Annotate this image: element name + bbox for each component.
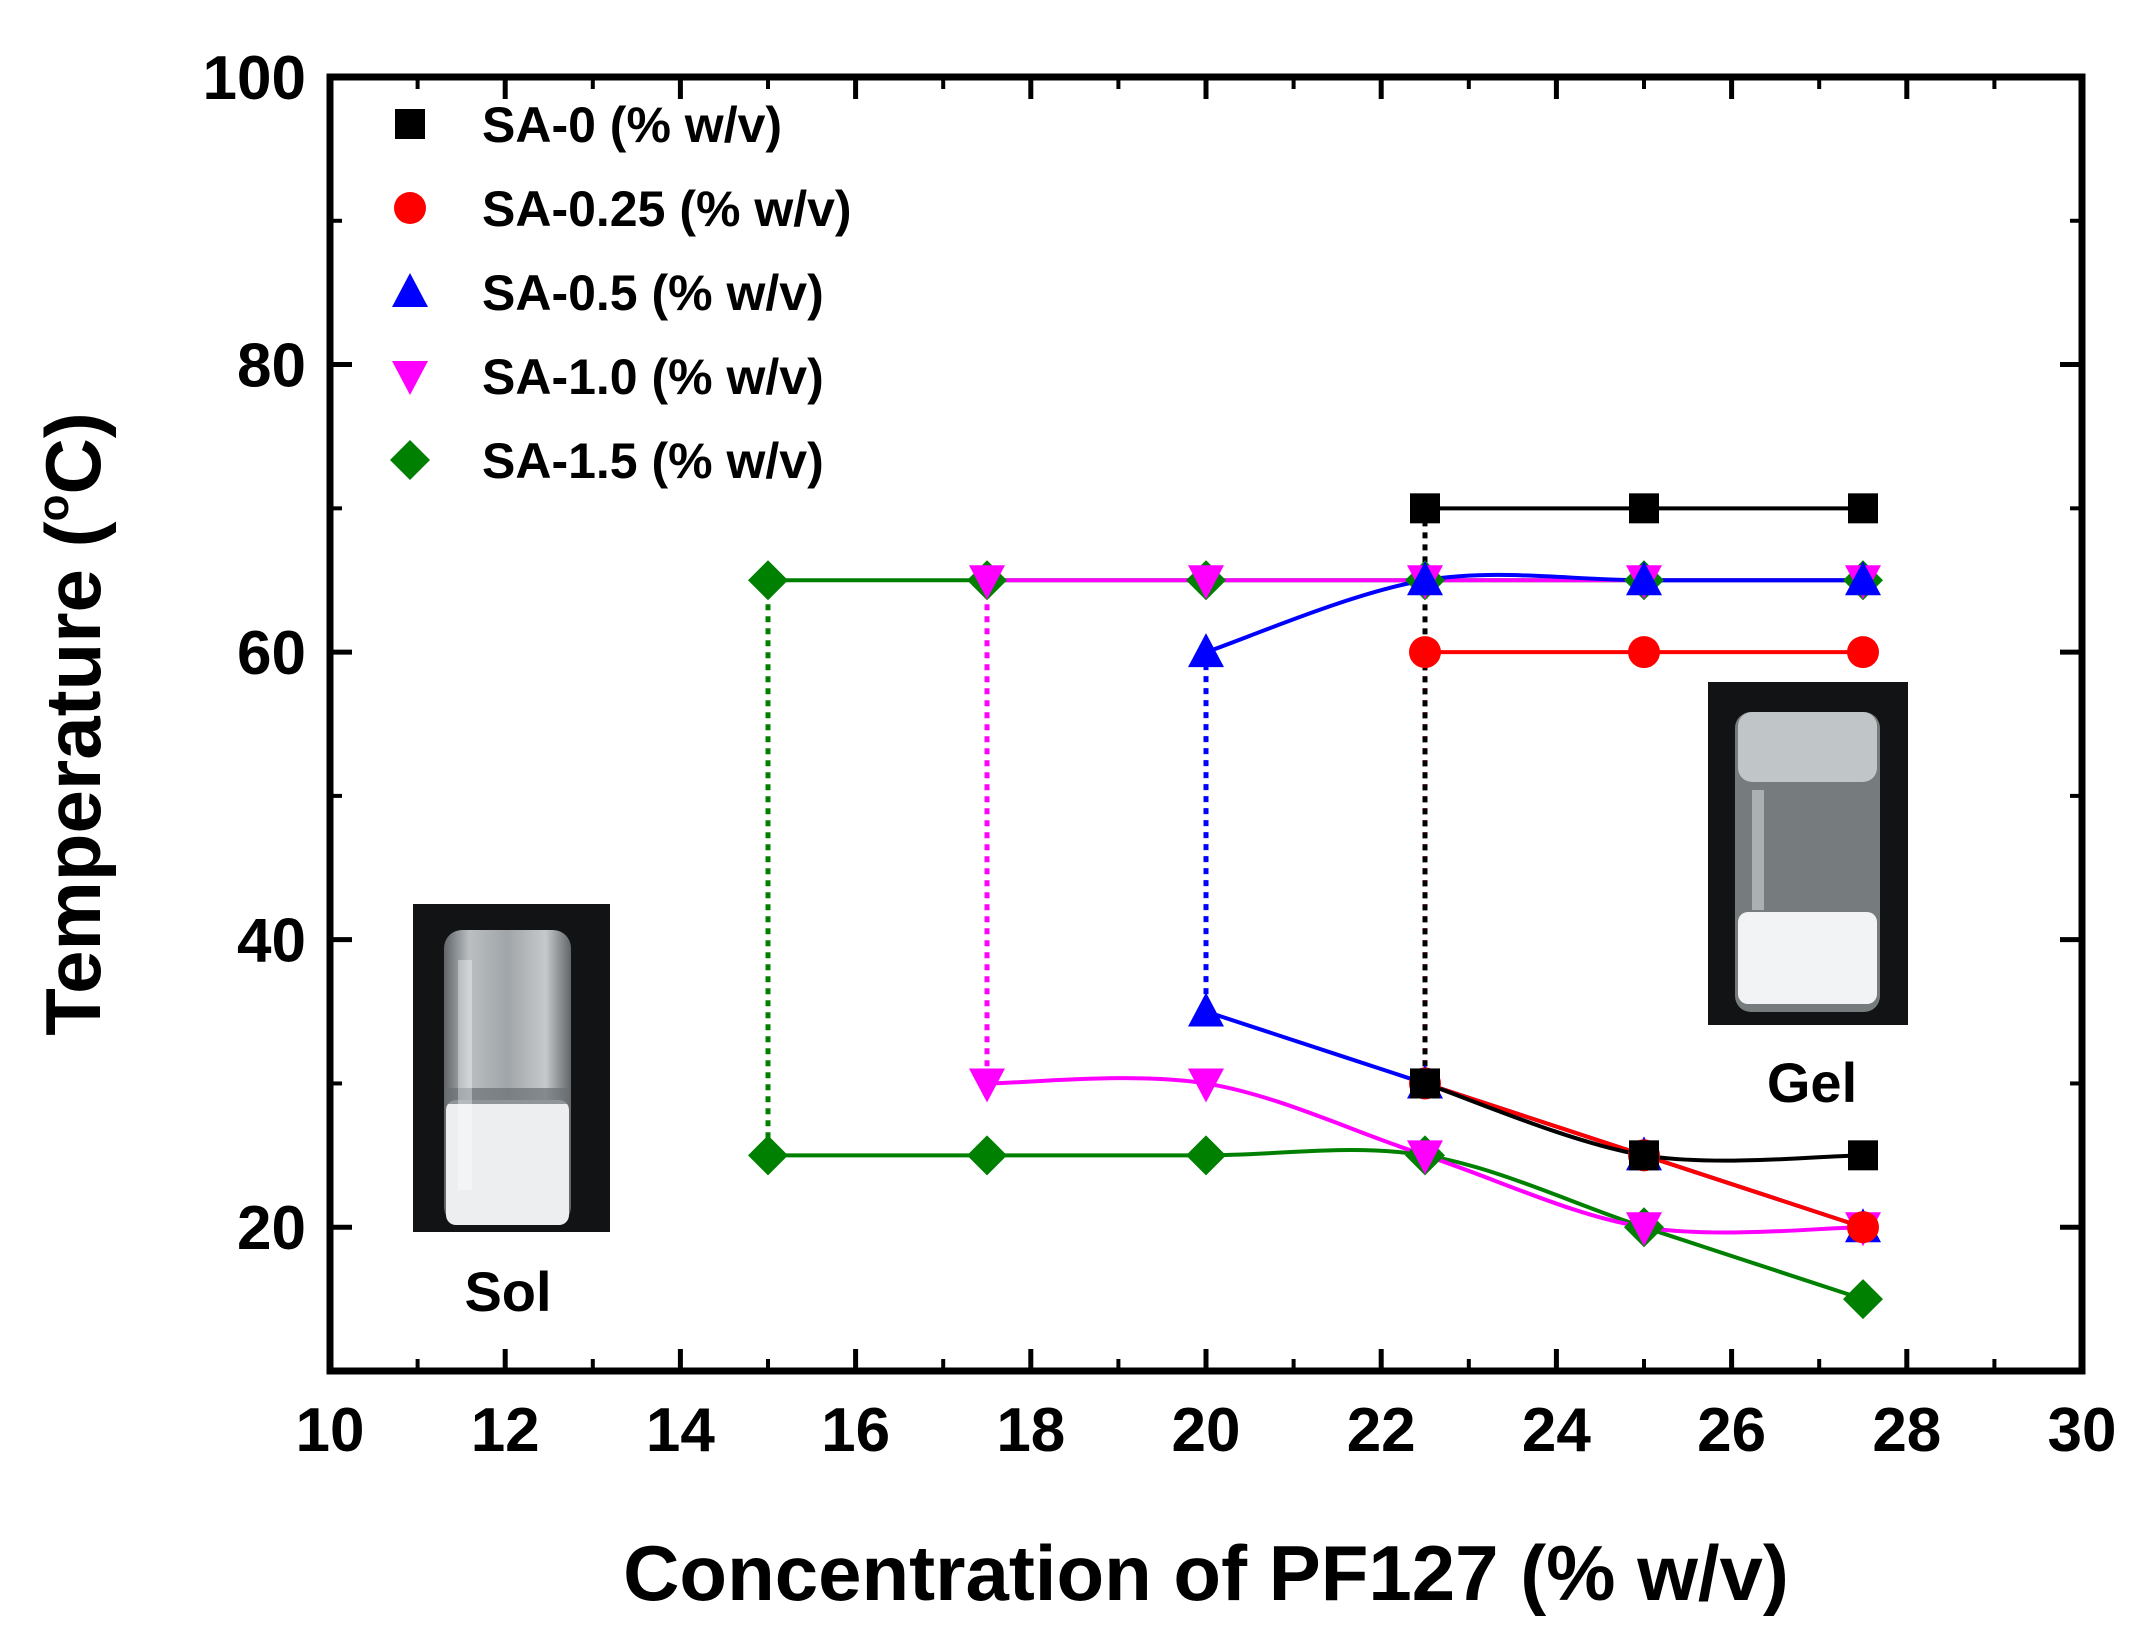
legend-label: SA-0.5 (% w/v) [482, 265, 824, 321]
series-lines [767, 506, 1864, 1302]
x-tick-label: 26 [1697, 1396, 1766, 1465]
sol-vial-photo [413, 904, 610, 1232]
x-tick-label: 30 [2048, 1396, 2117, 1465]
data-point-lower [1410, 1068, 1440, 1099]
data-point-upper [1626, 561, 1662, 596]
y-axis-title-unit: C) [29, 412, 117, 494]
y-tick-label: 20 [237, 1194, 306, 1263]
x-axis-title: Concentration of PF127 (% w/v) [623, 1529, 1789, 1617]
data-point-upper [969, 565, 1005, 600]
data-point-lower [1629, 1140, 1659, 1171]
data-point-upper [1848, 493, 1878, 524]
data-point-upper [1845, 561, 1881, 596]
x-tick-label: 14 [646, 1396, 715, 1465]
data-point-upper [1188, 633, 1224, 668]
x-tick-label: 12 [471, 1396, 540, 1465]
x-tick-label: 24 [1522, 1396, 1591, 1465]
legend-marker [392, 273, 428, 307]
x-tick-label: 18 [996, 1396, 1065, 1465]
data-point-lower [1188, 992, 1224, 1027]
x-axis-ticks: 10 12 14 16 18 20 22 24 26 28 30 [296, 77, 2117, 1465]
data-point-lower [969, 1068, 1005, 1103]
data-point-upper [748, 560, 788, 601]
data-point-upper [1847, 636, 1879, 669]
legend: SA-0 (% w/v) SA-0.25 (% w/v) SA-0.5 (% w/v… [390, 97, 852, 489]
y-axis-title-degree: o [29, 495, 78, 522]
data-point-lower [967, 1135, 1007, 1176]
gel-vial-photo [1708, 682, 1908, 1025]
y-tick-label: 100 [203, 44, 306, 113]
data-point-lower [748, 1135, 788, 1176]
legend-label: SA-0.25 (% w/v) [482, 181, 852, 237]
data-point-upper [1409, 636, 1441, 669]
data-point-lower [1848, 1140, 1878, 1171]
data-point-upper [1628, 636, 1660, 669]
y-axis-ticks: 20 40 60 80 100 [203, 44, 2082, 1263]
upper-line [1205, 572, 1863, 655]
data-point-upper [1629, 493, 1659, 524]
series-markers [748, 493, 1883, 1320]
data-point-upper [1188, 565, 1224, 600]
legend-label: SA-1.0 (% w/v) [482, 349, 824, 405]
x-tick-label: 16 [821, 1396, 890, 1465]
y-axis-title: Temperature (oC) [29, 412, 117, 1036]
legend-marker [394, 192, 426, 224]
y-tick-label: 60 [237, 619, 306, 688]
x-tick-label: 22 [1347, 1396, 1416, 1465]
legend-marker [392, 361, 428, 395]
data-point-lower [1407, 1140, 1443, 1175]
data-point-lower [1186, 1135, 1226, 1176]
legend-marker [395, 109, 425, 139]
data-point-upper [1410, 493, 1440, 524]
photo-insets: Sol Gel [413, 682, 1908, 1323]
sol-label: Sol [464, 1260, 551, 1323]
data-point-lower [1843, 1279, 1883, 1320]
data-point-lower [1188, 1068, 1224, 1103]
gel-label: Gel [1767, 1051, 1857, 1114]
lower-line [767, 1148, 1864, 1302]
data-point-upper [1407, 561, 1443, 596]
data-point-lower [1626, 1212, 1662, 1247]
x-tick-label: 10 [296, 1396, 365, 1465]
axes: 10 12 14 16 18 20 22 24 26 28 30 20 40 60 80 100 [203, 44, 2117, 1465]
y-axis-title-main: Temperature ( [29, 521, 117, 1035]
legend-label: SA-1.5 (% w/v) [482, 433, 824, 489]
x-tick-label: 28 [1872, 1396, 1941, 1465]
data-point-lower [1847, 1211, 1879, 1244]
y-tick-label: 40 [237, 907, 306, 976]
x-tick-label: 20 [1172, 1396, 1241, 1465]
legend-marker [390, 440, 430, 480]
legend-label: SA-0 (% w/v) [482, 97, 782, 153]
y-tick-label: 80 [237, 332, 306, 401]
